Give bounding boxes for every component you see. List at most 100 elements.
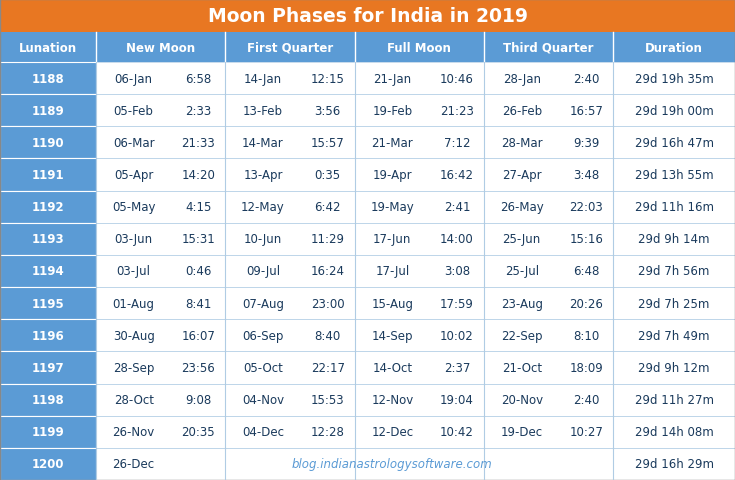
Text: 03-Jul: 03-Jul [117, 265, 151, 278]
Text: Third Quarter: Third Quarter [503, 41, 594, 54]
Text: 07-Aug: 07-Aug [242, 297, 284, 310]
Text: 05-May: 05-May [112, 201, 155, 214]
Text: 14-Oct: 14-Oct [373, 361, 412, 374]
Bar [0, 191, 96, 223]
Text: 1193: 1193 [32, 233, 64, 246]
Text: 04-Dec: 04-Dec [242, 425, 284, 438]
Text: 1199: 1199 [32, 425, 65, 438]
Bar [0, 127, 735, 159]
Text: 3:08: 3:08 [444, 265, 470, 278]
Text: 9:39: 9:39 [573, 137, 600, 150]
Text: 10:46: 10:46 [440, 72, 474, 85]
Text: 8:40: 8:40 [315, 329, 341, 342]
Text: 1188: 1188 [32, 72, 65, 85]
Text: 29d 19h 35m: 29d 19h 35m [635, 72, 714, 85]
Text: 21-Mar: 21-Mar [371, 137, 413, 150]
Text: 1200: 1200 [32, 457, 64, 470]
Text: 0:46: 0:46 [185, 265, 212, 278]
Text: 1191: 1191 [32, 168, 64, 181]
Bar [0, 255, 96, 288]
Text: 26-May: 26-May [500, 201, 544, 214]
Text: 2:41: 2:41 [444, 201, 470, 214]
Text: 14-Jan: 14-Jan [244, 72, 282, 85]
Text: 15:53: 15:53 [311, 393, 345, 406]
Text: 19:04: 19:04 [440, 393, 474, 406]
Text: 06-Sep: 06-Sep [243, 329, 284, 342]
Text: 12-May: 12-May [241, 201, 285, 214]
Bar [0, 416, 96, 448]
Text: 29d 11h 16m: 29d 11h 16m [635, 201, 714, 214]
Text: 8:41: 8:41 [185, 297, 212, 310]
Text: 01-Aug: 01-Aug [112, 297, 154, 310]
Text: 6:48: 6:48 [573, 265, 600, 278]
Text: 06-Jan: 06-Jan [115, 72, 153, 85]
Text: 09-Jul: 09-Jul [246, 265, 280, 278]
Text: 29d 7h 25m: 29d 7h 25m [639, 297, 710, 310]
Text: 25-Jun: 25-Jun [503, 233, 541, 246]
Text: blog.indianastrologysoftware.com: blog.indianastrologysoftware.com [292, 457, 492, 470]
Bar [0, 127, 96, 159]
Text: 14:20: 14:20 [182, 168, 215, 181]
Text: 21-Oct: 21-Oct [501, 361, 542, 374]
Text: 29d 9h 14m: 29d 9h 14m [639, 233, 710, 246]
Text: 15:16: 15:16 [570, 233, 603, 246]
Bar [0, 320, 735, 352]
Text: 19-Dec: 19-Dec [501, 425, 542, 438]
Text: 25-Jul: 25-Jul [505, 265, 539, 278]
Bar [0, 63, 735, 95]
Text: 27-Apr: 27-Apr [502, 168, 542, 181]
Text: 2:40: 2:40 [573, 72, 600, 85]
Text: 17:59: 17:59 [440, 297, 474, 310]
Text: 12:28: 12:28 [311, 425, 345, 438]
Text: 2:40: 2:40 [573, 393, 600, 406]
Text: 22:03: 22:03 [570, 201, 603, 214]
Text: 18:09: 18:09 [570, 361, 603, 374]
Text: 2:37: 2:37 [444, 361, 470, 374]
Text: 10-Jun: 10-Jun [244, 233, 282, 246]
Text: 16:24: 16:24 [311, 265, 345, 278]
Text: 1197: 1197 [32, 361, 64, 374]
Text: 29d 7h 49m: 29d 7h 49m [639, 329, 710, 342]
Bar [0, 223, 735, 255]
Bar [0, 223, 96, 255]
Text: 03-Jun: 03-Jun [115, 233, 153, 246]
Bar [0, 159, 735, 191]
Text: 29d 16h 29m: 29d 16h 29m [635, 457, 714, 470]
Text: Full Moon: Full Moon [387, 41, 451, 54]
Text: 19-Feb: 19-Feb [373, 105, 412, 118]
Bar [0, 95, 96, 127]
Text: 23:00: 23:00 [311, 297, 345, 310]
Text: 1198: 1198 [32, 393, 65, 406]
Text: 05-Apr: 05-Apr [114, 168, 154, 181]
Text: 22:17: 22:17 [311, 361, 345, 374]
Text: 16:07: 16:07 [182, 329, 215, 342]
Text: 28-Jan: 28-Jan [503, 72, 541, 85]
Text: 21:23: 21:23 [440, 105, 474, 118]
Text: 12-Nov: 12-Nov [371, 393, 414, 406]
Text: 6:58: 6:58 [185, 72, 212, 85]
Bar [0, 416, 735, 448]
Text: 0:35: 0:35 [315, 168, 341, 181]
Text: 06-Mar: 06-Mar [113, 137, 154, 150]
Text: 1192: 1192 [32, 201, 64, 214]
Bar [0, 191, 735, 223]
Text: 17-Jun: 17-Jun [373, 233, 412, 246]
Text: 20:35: 20:35 [182, 425, 215, 438]
Text: 2:33: 2:33 [185, 105, 212, 118]
Bar [0, 352, 96, 384]
Text: 16:57: 16:57 [570, 105, 603, 118]
Text: First Quarter: First Quarter [247, 41, 333, 54]
Text: 7:12: 7:12 [444, 137, 470, 150]
Bar [0, 448, 735, 480]
Bar [0, 33, 735, 63]
Text: 21-Jan: 21-Jan [373, 72, 412, 85]
Text: 15-Aug: 15-Aug [371, 297, 413, 310]
Text: 29d 7h 56m: 29d 7h 56m [639, 265, 710, 278]
Text: 05-Oct: 05-Oct [243, 361, 283, 374]
Text: New Moon: New Moon [126, 41, 196, 54]
Text: 12:15: 12:15 [311, 72, 345, 85]
Bar [0, 288, 735, 320]
Bar [0, 448, 96, 480]
Text: 14:00: 14:00 [440, 233, 474, 246]
Text: 23:56: 23:56 [182, 361, 215, 374]
